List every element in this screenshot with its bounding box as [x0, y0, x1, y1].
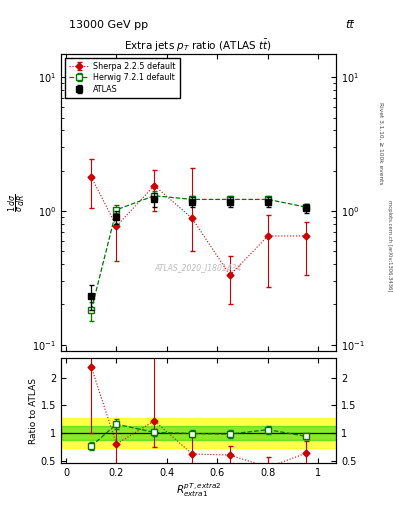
Legend: Sherpa 2.2.5 default, Herwig 7.2.1 default, ATLAS: Sherpa 2.2.5 default, Herwig 7.2.1 defau…: [65, 58, 180, 98]
Y-axis label: $\frac{1}{\sigma}\frac{d\sigma}{dR}$: $\frac{1}{\sigma}\frac{d\sigma}{dR}$: [7, 193, 28, 211]
Y-axis label: Ratio to ATLAS: Ratio to ATLAS: [29, 378, 38, 444]
Text: 13000 GeV pp: 13000 GeV pp: [69, 20, 148, 31]
Text: Rivet 3.1.10, ≥ 100k events: Rivet 3.1.10, ≥ 100k events: [379, 102, 384, 185]
Text: tt̅: tt̅: [345, 20, 354, 31]
X-axis label: $R^{pT,extra2}_{extra1}$: $R^{pT,extra2}_{extra1}$: [176, 481, 221, 499]
Bar: [61, 426, 336, 440]
Text: mcplots.cern.ch [arXiv:1306.3436]: mcplots.cern.ch [arXiv:1306.3436]: [387, 200, 391, 291]
Text: ATLAS_2020_I1801434: ATLAS_2020_I1801434: [155, 263, 242, 272]
Bar: [61, 417, 336, 449]
Title: Extra jets $p_T$ ratio (ATLAS $t\bar{t}$): Extra jets $p_T$ ratio (ATLAS $t\bar{t}$…: [125, 37, 272, 54]
